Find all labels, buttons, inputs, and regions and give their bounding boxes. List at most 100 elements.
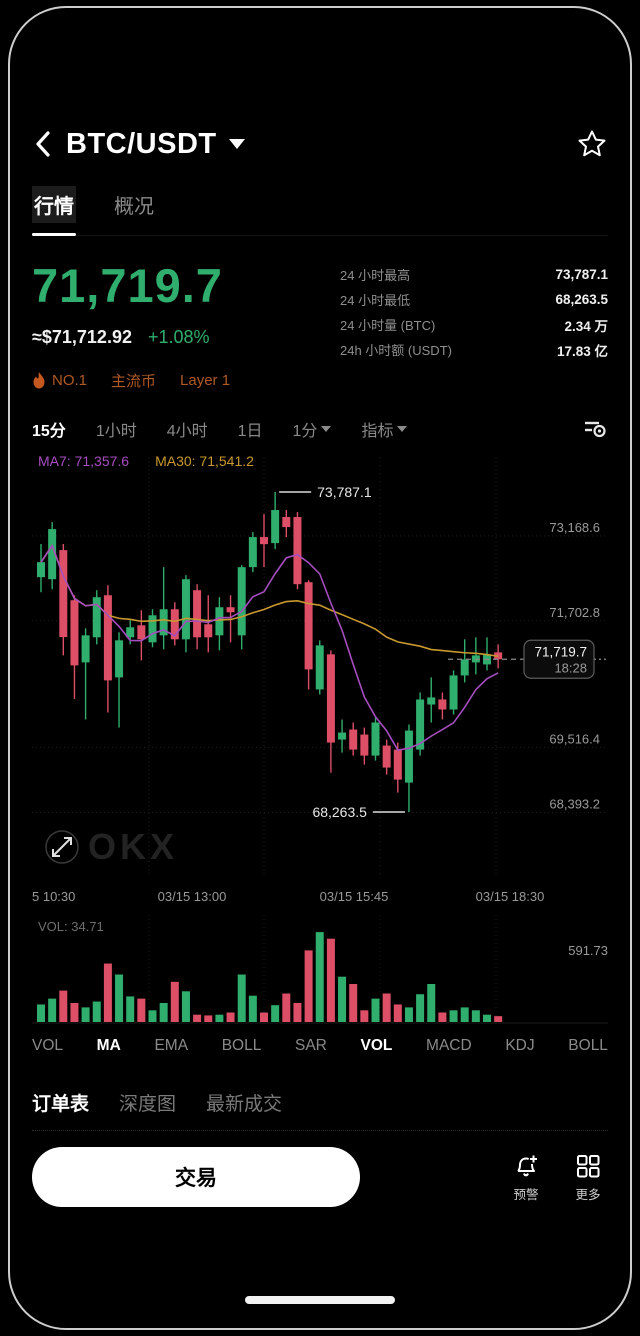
volume-bar bbox=[304, 950, 313, 1022]
volume-bar bbox=[360, 1010, 369, 1022]
tag-layer1[interactable]: Layer 1 bbox=[180, 372, 231, 389]
volume-bar bbox=[260, 1012, 268, 1022]
candle bbox=[159, 609, 168, 636]
stat-row-high: 24 小时最高 73,787.1 bbox=[340, 262, 608, 287]
candle bbox=[404, 730, 413, 783]
stat-value: 2.34 万 bbox=[564, 318, 608, 334]
indicator-label: 指标 bbox=[361, 423, 394, 440]
pair-title[interactable]: BTC/USDT bbox=[66, 127, 217, 160]
indicator-ma[interactable]: MA bbox=[96, 1037, 121, 1054]
pair-dropdown-caret-icon[interactable] bbox=[228, 139, 245, 149]
price-chart[interactable]: MA7: 71,357.6 MA30: 71,541.2 73,168.6 71,… bbox=[32, 447, 608, 887]
alert-action[interactable]: 预警 bbox=[512, 1152, 540, 1203]
candle bbox=[193, 590, 202, 638]
stat-row-volume-usdt: 24h 小时额 (USDT) 17.83 亿 bbox=[340, 337, 608, 362]
ma7-line bbox=[40, 543, 499, 751]
back-button[interactable] bbox=[32, 129, 66, 159]
indicator-boll-sub[interactable]: BOLL bbox=[568, 1037, 608, 1054]
volume-bar bbox=[148, 1010, 157, 1022]
tab-order-book[interactable]: 订单表 bbox=[32, 1094, 90, 1115]
stat-label: 24 小时最高 bbox=[340, 268, 411, 283]
page-tabs: 行情 概况 bbox=[32, 186, 608, 236]
tag-mainstream[interactable]: 主流币 bbox=[111, 373, 157, 390]
okx-watermark: OKX bbox=[88, 826, 178, 867]
stat-label: 24 小时量 (BTC) bbox=[340, 318, 436, 333]
candle bbox=[416, 699, 425, 750]
indicator-kdj[interactable]: KDJ bbox=[505, 1037, 535, 1054]
indicator-vol-sub[interactable]: VOL bbox=[360, 1037, 393, 1054]
candle bbox=[215, 607, 224, 636]
volume-pane[interactable]: VOL: 34.71 591.73 bbox=[32, 915, 608, 1027]
star-favorite-icon[interactable] bbox=[576, 128, 608, 160]
ma30-legend: MA30: 71,541.2 bbox=[155, 453, 254, 469]
header: BTC/USDT bbox=[32, 120, 608, 168]
volume-bar bbox=[204, 1015, 213, 1022]
price-axis-label: 68,393.2 bbox=[549, 796, 600, 811]
more-label: 更多 bbox=[575, 1187, 601, 1202]
more-action[interactable]: 更多 bbox=[574, 1152, 602, 1203]
tab-latest-trades[interactable]: 最新成交 bbox=[206, 1094, 283, 1115]
tag-time: 18:28 bbox=[554, 660, 587, 675]
time-label: 03/15 13:00 bbox=[157, 889, 227, 904]
timeframe-1d[interactable]: 1日 bbox=[237, 423, 263, 440]
volume-axis-label: 591.73 bbox=[568, 943, 608, 958]
indicator-vol-main[interactable]: VOL bbox=[32, 1037, 64, 1054]
chart-settings-icon[interactable] bbox=[582, 417, 608, 441]
tab-depth-chart[interactable]: 深度图 bbox=[119, 1094, 177, 1115]
volume-bar bbox=[438, 1012, 447, 1022]
timeframe-4h[interactable]: 4小时 bbox=[166, 423, 208, 440]
candle bbox=[271, 510, 280, 544]
timeframe-1m-dropdown[interactable]: 1分 bbox=[293, 417, 332, 441]
tag-rank[interactable]: NO.1 bbox=[52, 372, 88, 389]
candle bbox=[237, 567, 246, 636]
candle bbox=[393, 749, 402, 780]
candle bbox=[103, 595, 112, 681]
timeframe-row: 15分 1小时 4小时 1日 1分 指标 bbox=[32, 417, 608, 441]
volume-bar bbox=[371, 998, 380, 1022]
indicator-macd[interactable]: MACD bbox=[426, 1037, 472, 1054]
candle bbox=[427, 697, 436, 705]
trade-button[interactable]: 交易 bbox=[32, 1147, 360, 1207]
indicator-sar[interactable]: SAR bbox=[294, 1037, 327, 1054]
candle bbox=[304, 582, 313, 670]
volume-bar bbox=[393, 1004, 402, 1022]
candle bbox=[48, 529, 57, 580]
price-axis-label: 69,516.4 bbox=[549, 731, 600, 746]
candle bbox=[204, 624, 213, 638]
volume-bar bbox=[170, 981, 179, 1022]
home-indicator[interactable] bbox=[245, 1296, 395, 1304]
volume-bar bbox=[48, 998, 57, 1022]
tab-overview[interactable]: 概况 bbox=[114, 196, 154, 218]
timeframe-1h[interactable]: 1小时 bbox=[95, 423, 137, 440]
indicator-ema[interactable]: EMA bbox=[154, 1037, 189, 1054]
volume-bar bbox=[293, 1003, 302, 1022]
volume-bar bbox=[70, 1003, 79, 1022]
grid-icon bbox=[577, 1154, 600, 1177]
indicator-boll-main[interactable]: BOLL bbox=[221, 1037, 262, 1054]
stat-value: 17.83 亿 bbox=[556, 343, 608, 359]
volume-bar bbox=[427, 984, 436, 1022]
timeframe-15m[interactable]: 15分 bbox=[32, 423, 66, 440]
bell-plus-icon bbox=[517, 1155, 537, 1176]
volume-bar bbox=[92, 1001, 101, 1022]
volume-bar bbox=[271, 1005, 280, 1022]
volume-bar bbox=[159, 1003, 168, 1022]
volume-bar bbox=[282, 993, 291, 1022]
candle bbox=[326, 654, 335, 743]
candle bbox=[293, 517, 302, 585]
candlestick-svg[interactable]: 73,168.6 71,702.8 69,516.4 68,393.2 OKX 73,78… bbox=[32, 447, 608, 887]
trading-screen: BTC/USDT 行情 概况 71,719.7 ≈$71,712.92 +1.0… bbox=[10, 8, 630, 1328]
indicator-dropdown[interactable]: 指标 bbox=[361, 417, 408, 441]
volume-bar bbox=[37, 1004, 45, 1022]
volume-bar bbox=[81, 1007, 90, 1022]
price-panel: 71,719.7 ≈$71,712.92 +1.08% NO.1 主流币 Lay… bbox=[32, 258, 608, 391]
candle bbox=[338, 732, 347, 740]
candle bbox=[70, 600, 79, 666]
volume-bar bbox=[59, 990, 68, 1022]
chevron-left-icon bbox=[36, 131, 50, 157]
candle bbox=[460, 659, 469, 676]
bottom-bar: 交易 预警 bbox=[32, 1147, 608, 1207]
tab-market[interactable]: 行情 bbox=[32, 186, 76, 236]
volume-bar bbox=[494, 1016, 503, 1022]
alert-label: 预警 bbox=[513, 1187, 539, 1202]
